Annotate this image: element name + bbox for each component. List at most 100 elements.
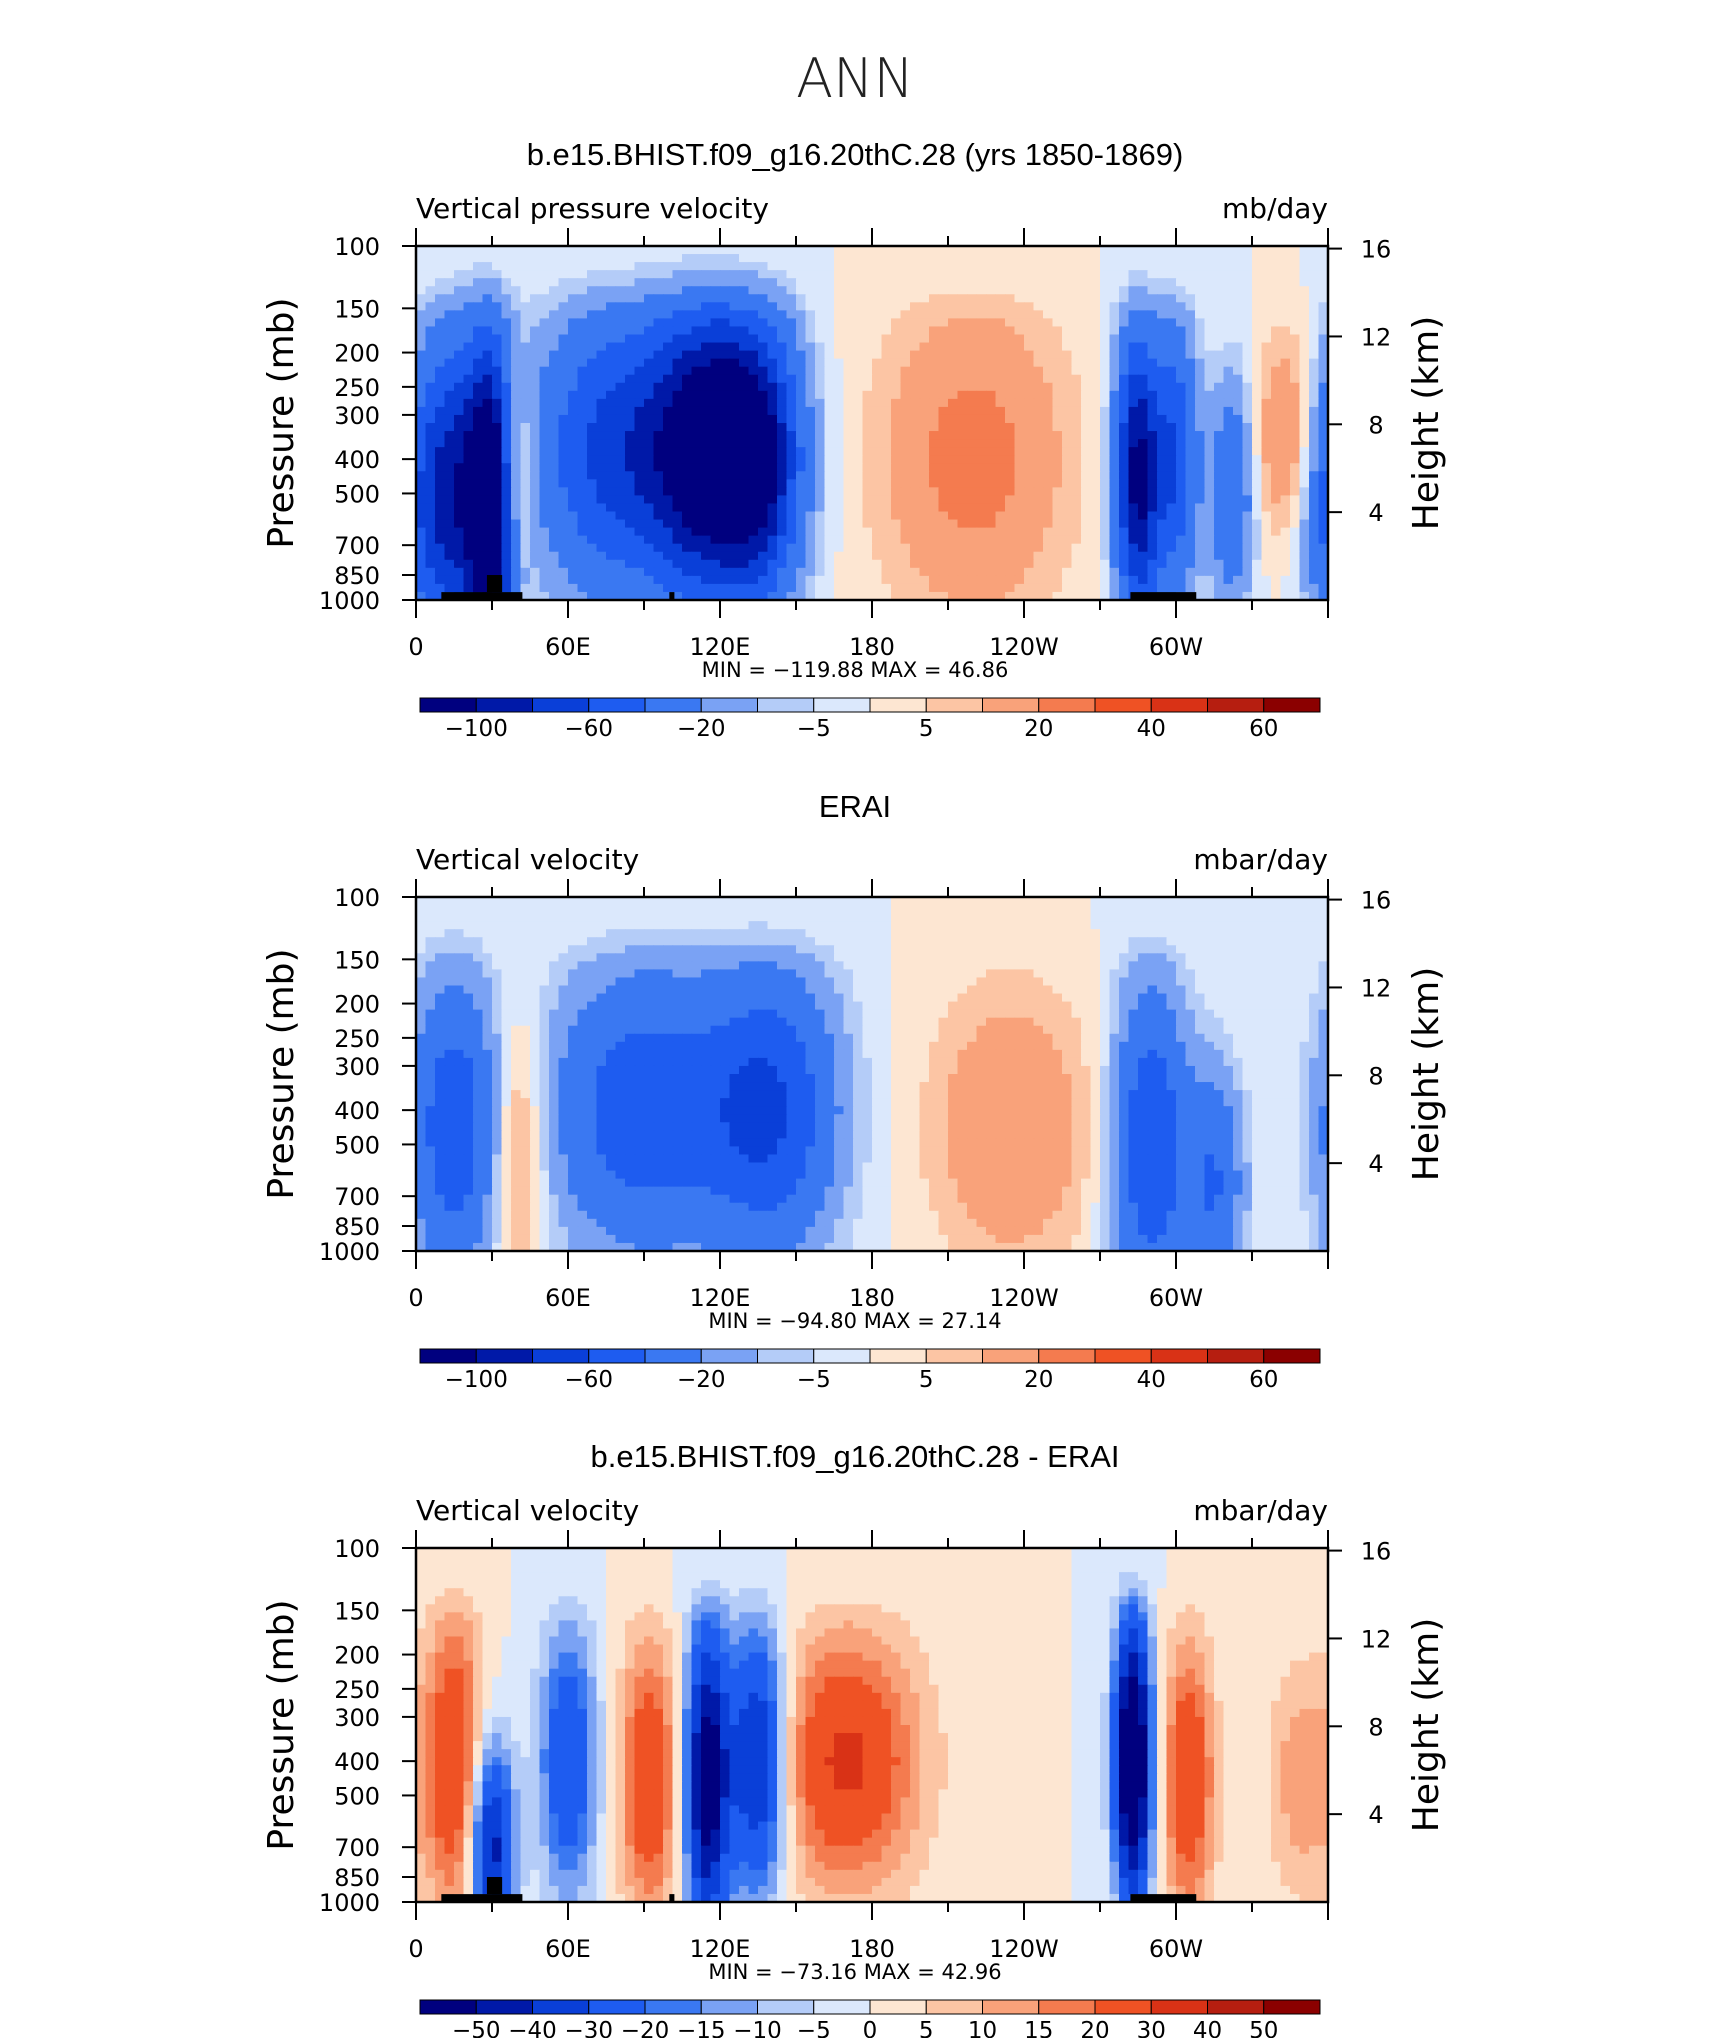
contour-cell <box>1062 527 1073 537</box>
contour-cell <box>1024 583 1035 593</box>
contour-cell <box>492 447 503 456</box>
contour-cell <box>910 897 921 906</box>
contour-cell <box>995 390 1006 400</box>
contour-cell <box>739 326 750 336</box>
contour-cell <box>1109 310 1120 320</box>
contour-cell <box>1157 913 1168 922</box>
contour-cell <box>1318 455 1329 464</box>
contour-cell <box>891 294 902 303</box>
contour-cell <box>1090 262 1101 271</box>
contour-cell <box>919 905 930 914</box>
contour-cell <box>1109 551 1120 561</box>
contour-cell <box>454 286 465 295</box>
contour-cell <box>587 414 598 424</box>
contour-cell <box>1204 913 1215 922</box>
contour-cell <box>824 543 835 553</box>
contour-cell <box>1318 929 1329 938</box>
contour-cell <box>1242 551 1253 561</box>
contour-cell <box>568 527 579 537</box>
contour-cell <box>1318 583 1329 593</box>
contour-cell <box>1128 374 1139 384</box>
contour-cell <box>1109 262 1120 271</box>
contour-cell <box>558 543 569 553</box>
contour-cell <box>1176 350 1187 360</box>
contour-cell <box>739 921 750 930</box>
contour-cell <box>615 246 626 255</box>
contour-cell <box>919 479 930 488</box>
contour-cell <box>1109 423 1120 432</box>
contour-cell <box>910 262 921 271</box>
contour-cell <box>425 390 436 400</box>
contour-cell <box>625 286 636 295</box>
contour-cell <box>644 591 655 601</box>
contour-cell <box>1233 262 1244 271</box>
contour-cell <box>986 535 997 545</box>
contour-cell <box>1166 543 1177 553</box>
contour-cell <box>1024 511 1035 521</box>
contour-cell <box>1185 479 1196 488</box>
contour-cell <box>682 929 693 938</box>
contour-cell <box>910 278 921 287</box>
contour-cell <box>615 439 626 448</box>
contour-cell <box>1195 374 1206 384</box>
contour-cell <box>815 583 826 593</box>
contour-cell <box>615 937 626 946</box>
contour-cell <box>1033 575 1044 585</box>
contour-cell <box>539 431 550 440</box>
contour-cell <box>1223 358 1234 368</box>
contour-cell <box>587 374 598 384</box>
contour-cell <box>995 318 1006 328</box>
contour-cell <box>1261 543 1272 553</box>
contour-cell <box>1290 270 1301 279</box>
contour-cell <box>587 350 598 360</box>
contour-cell <box>891 414 902 424</box>
contour-cell <box>1062 294 1073 303</box>
contour-cell <box>492 471 503 480</box>
contour-cell <box>1176 431 1187 440</box>
contour-cell <box>463 246 474 255</box>
contour-cell <box>967 559 978 569</box>
contour-cell <box>653 374 664 384</box>
contour-cell <box>786 326 797 336</box>
contour-cell <box>1062 270 1073 279</box>
contour-cell <box>967 479 978 488</box>
contour-cell <box>881 254 892 263</box>
contour-cell <box>967 278 978 287</box>
contour-cell <box>425 294 436 303</box>
contour-cell <box>910 575 921 585</box>
contour-cell <box>872 511 883 521</box>
contour-cell <box>682 447 693 456</box>
contour-cell <box>1252 270 1263 279</box>
contour-cell <box>1261 398 1272 408</box>
colorbar-label: 20 <box>1024 716 1053 742</box>
contour-cell <box>511 495 522 505</box>
contour-cell <box>653 905 664 914</box>
contour-cell <box>1119 463 1130 472</box>
units-label: mb/day <box>1222 192 1328 225</box>
contour-cell <box>1005 543 1016 553</box>
contour-cell <box>1223 559 1234 569</box>
contour-cell <box>1128 543 1139 553</box>
contour-cell <box>577 527 588 537</box>
contour-cell <box>1138 463 1149 472</box>
contour-cell <box>1043 406 1054 416</box>
contour-cell <box>1309 913 1320 922</box>
contour-cell <box>435 937 446 946</box>
contour-cell <box>710 366 721 376</box>
contour-cell <box>1100 583 1111 593</box>
contour-cell <box>625 294 636 303</box>
contour-cell <box>900 575 911 585</box>
contour-cell <box>796 294 807 303</box>
contour-cell <box>1290 479 1301 488</box>
contour-cell <box>767 374 778 384</box>
contour-cell <box>1033 567 1044 577</box>
contour-cell <box>777 310 788 320</box>
contour-cell <box>929 423 940 432</box>
contour-cell <box>1119 286 1130 295</box>
contour-cell <box>1100 913 1111 922</box>
contour-cell <box>682 270 693 279</box>
contour-cell <box>1128 487 1139 497</box>
contour-cell <box>1290 583 1301 593</box>
contour-cell <box>805 374 816 384</box>
contour-cell <box>672 945 683 954</box>
